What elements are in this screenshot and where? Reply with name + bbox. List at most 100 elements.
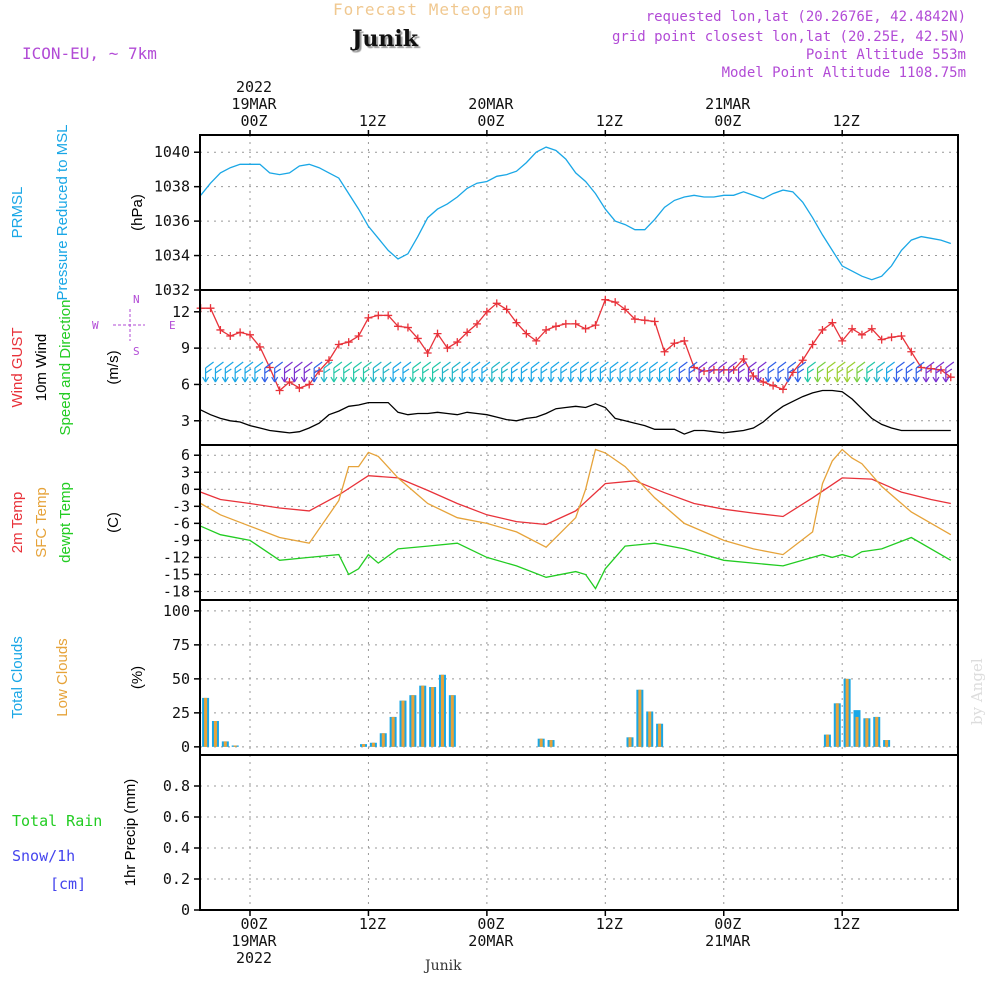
gust-marker	[887, 333, 896, 342]
wind-barb	[606, 361, 619, 383]
wind-barb	[744, 361, 757, 383]
gust-marker	[255, 342, 264, 351]
panel-frame	[199, 754, 959, 911]
y-axis-label: (m/s)	[105, 350, 122, 384]
wind-barb	[705, 361, 718, 383]
gust-marker	[463, 328, 472, 337]
footer-location: Junik	[425, 958, 462, 974]
time-label-bottom: 12Z	[359, 915, 386, 933]
compass-n: N	[133, 293, 140, 306]
wind-barb	[843, 361, 856, 383]
y-axis-label: Wind GUST	[9, 327, 26, 407]
gust-marker	[246, 330, 254, 339]
panel-frame	[199, 289, 959, 446]
y-tick-label: 1036	[154, 212, 190, 230]
gust-marker	[670, 339, 679, 348]
time-label-bottom: 20MAR	[468, 932, 514, 950]
y-axis-label: Low Clouds	[54, 638, 71, 716]
low-cloud-bar	[421, 685, 425, 747]
wind-barb	[804, 361, 817, 383]
series-line	[200, 525, 952, 590]
gust-marker	[630, 315, 639, 324]
low-cloud-bar	[549, 740, 553, 747]
wind-barb	[241, 361, 254, 383]
low-cloud-bar	[855, 716, 859, 747]
wind-barb	[379, 361, 392, 383]
wind-barb	[695, 361, 708, 383]
y-axis-label: PRMSL	[9, 187, 26, 239]
gust-marker	[581, 324, 590, 333]
y-axis-label: SFC Temp	[33, 487, 50, 558]
wind-barb	[883, 361, 895, 383]
low-cloud-bar	[371, 742, 375, 747]
gust-marker	[492, 299, 501, 308]
low-cloud-bar	[401, 700, 405, 747]
low-cloud-bar	[638, 689, 642, 747]
wind-barb	[656, 361, 668, 383]
gust-marker	[927, 364, 936, 373]
y-tick-label: 25	[172, 704, 190, 722]
compass-s: S	[133, 345, 140, 358]
series-line	[200, 389, 951, 435]
gust-marker	[857, 330, 866, 339]
gust-marker	[443, 344, 452, 353]
wind-barb	[478, 361, 491, 383]
wind-barb	[547, 361, 560, 383]
time-label-top: 12Z	[596, 112, 623, 130]
low-cloud-bar	[223, 741, 227, 747]
wind-barb	[498, 361, 511, 383]
gust-marker	[285, 378, 294, 387]
time-label-top: 19MAR	[231, 95, 277, 113]
gust-marker	[295, 384, 304, 393]
y-tick-label: 1032	[154, 281, 190, 299]
wind-barb	[902, 361, 915, 383]
gust-marker	[778, 385, 787, 394]
time-label-bottom: 00Z	[477, 915, 504, 933]
gust-marker	[798, 356, 807, 365]
gust-marker	[305, 380, 314, 389]
gust-marker	[532, 336, 541, 345]
wind-barb	[754, 361, 767, 383]
wind-barb	[261, 361, 274, 383]
gust-marker	[364, 313, 373, 322]
y-tick-label: 0.8	[163, 777, 190, 795]
wind-barb	[438, 361, 451, 383]
wind-barb	[794, 361, 807, 383]
gust-marker	[206, 304, 215, 313]
low-cloud-bar	[381, 733, 385, 747]
wind-barb	[251, 361, 264, 383]
wind-barb	[281, 361, 293, 383]
wind-barb	[310, 361, 323, 383]
gust-marker	[759, 378, 768, 387]
wind-barb	[725, 361, 738, 383]
low-cloud-bar	[835, 703, 839, 747]
wind-barb	[458, 361, 471, 383]
gust-marker	[374, 311, 383, 320]
y-axis-label: Speed and Direction	[57, 300, 74, 436]
chart-subtitle: Forecast Meteogram	[333, 0, 525, 19]
y-tick-label: 0.6	[163, 808, 190, 826]
time-label-top: 20MAR	[468, 95, 514, 113]
time-label-bottom: 21MAR	[705, 932, 751, 950]
y-tick-label: 3	[181, 412, 190, 430]
gust-marker	[344, 338, 353, 347]
series-line	[200, 298, 952, 392]
gust-marker	[838, 336, 847, 345]
series-line	[200, 475, 951, 526]
gust-marker	[522, 329, 531, 338]
wind-barb	[636, 361, 649, 383]
gust-marker	[403, 323, 412, 332]
wind-barb	[596, 361, 609, 383]
wind-barb	[399, 361, 412, 383]
wind-barb	[665, 361, 678, 383]
wind-barb	[468, 361, 481, 383]
y-axis-label: 2m Temp	[9, 492, 26, 553]
gust-marker	[542, 325, 551, 334]
wind-barb	[508, 361, 520, 383]
y-tick-label: 75	[172, 636, 190, 654]
wind-barb	[873, 361, 886, 383]
legend-snow: Snow/1h	[12, 847, 75, 865]
y-tick-label: 6	[181, 375, 190, 393]
